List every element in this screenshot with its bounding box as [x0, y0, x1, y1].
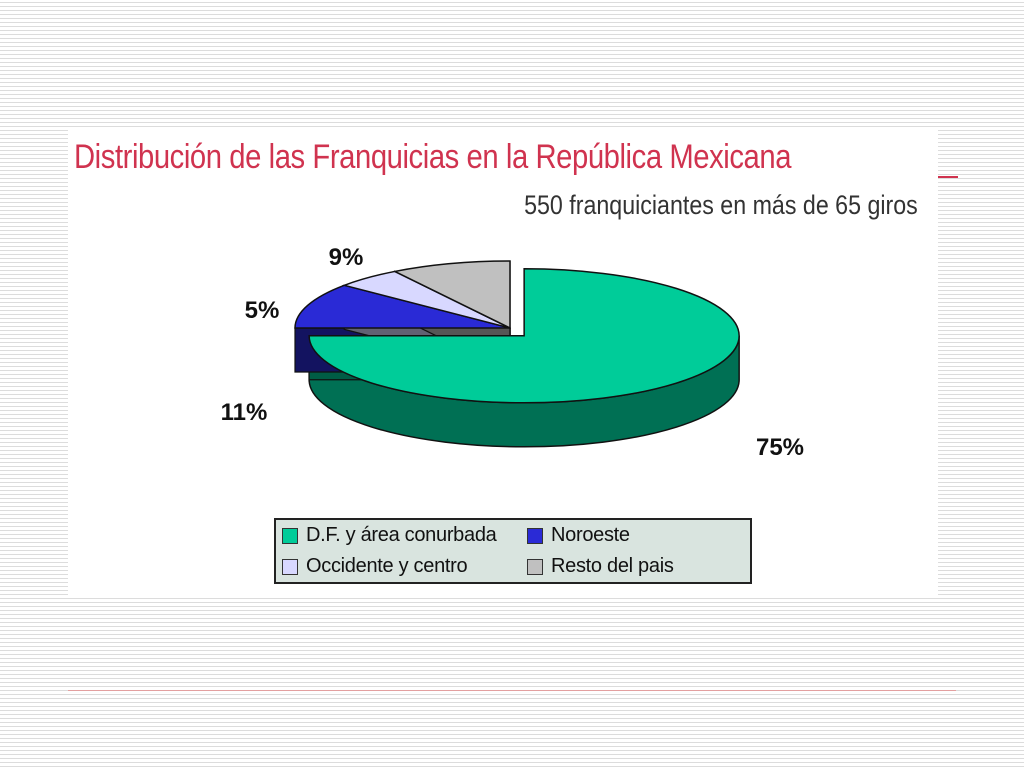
legend-label-noroeste: Noroeste	[551, 524, 630, 546]
chart-subtitle: 550 franquiciantes en más de 65 giros	[524, 190, 918, 220]
footer-divider	[68, 690, 956, 691]
legend-label-df: D.F. y área conurbada	[306, 524, 497, 546]
legend-label-resto: Resto del pais	[551, 555, 674, 577]
legend-item-resto: Resto del pais	[527, 555, 744, 578]
legend-item-occidente: Occidente y centro	[282, 555, 527, 578]
chart-legend: D.F. y área conurbada Noroeste Occidente…	[274, 518, 752, 584]
legend-swatch-noroeste	[527, 527, 543, 544]
legend-swatch-df	[282, 527, 298, 544]
legend-swatch-occidente	[282, 558, 298, 575]
pie-tops	[294, 260, 740, 404]
chart-title: Distribución de las Franquicias en la Re…	[74, 138, 792, 176]
pie-label-occidente: 5%	[245, 297, 280, 324]
legend-item-df: D.F. y área conurbada	[282, 524, 527, 547]
legend-swatch-resto	[527, 558, 543, 575]
pie-label-noroeste: 11%	[221, 399, 268, 426]
pie-label-df: 75%	[756, 434, 804, 461]
legend-item-noroeste: Noroeste	[527, 524, 744, 547]
pie-slice-resto	[392, 260, 511, 330]
accent-tick	[938, 176, 958, 178]
pie-chart: 75% 11% 5% 9%	[221, 244, 804, 461]
pie-label-resto: 9%	[329, 244, 364, 271]
pie-labels: 75% 11% 5% 9%	[221, 244, 804, 461]
pie-slice-df	[308, 268, 740, 404]
legend-label-occidente: Occidente y centro	[306, 555, 468, 577]
chart-image: Distribución de las Franquicias en la Re…	[68, 128, 938, 598]
pie-slice-noroeste	[294, 284, 511, 329]
